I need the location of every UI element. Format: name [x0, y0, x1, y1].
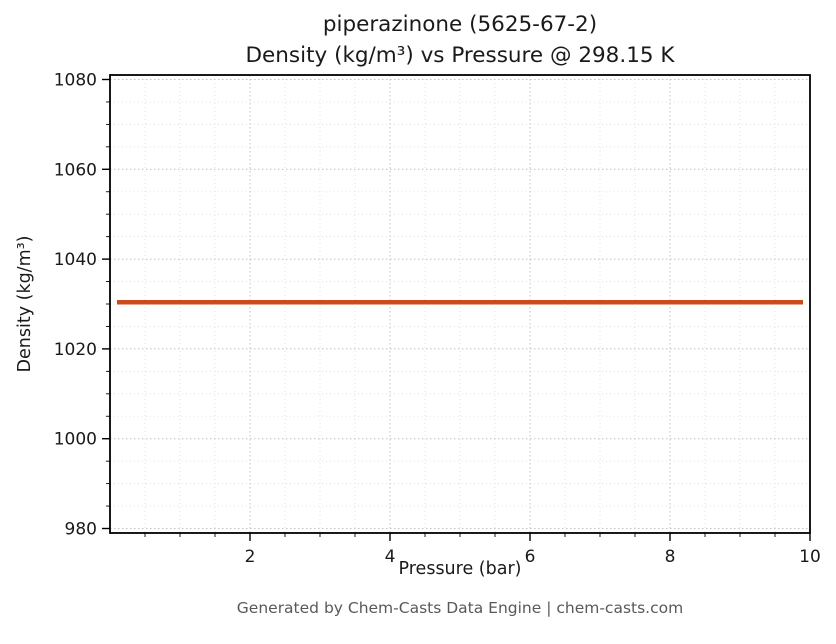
- x-tick-label: 8: [665, 547, 676, 567]
- y-tick-label: 1000: [54, 430, 97, 450]
- x-tick-label: 10: [799, 547, 821, 567]
- y-tick-label: 1020: [54, 340, 97, 360]
- y-axis-label: Density (kg/m³): [15, 235, 35, 373]
- x-tick-label: 6: [525, 547, 536, 567]
- x-tick-label: 4: [385, 547, 396, 567]
- y-tick-label: 980: [65, 520, 97, 540]
- y-tick-label: 1080: [54, 70, 97, 90]
- y-tick-label: 1060: [54, 160, 97, 180]
- y-tick-label: 1040: [54, 250, 97, 270]
- footer-credit: Generated by Chem-Casts Data Engine | ch…: [236, 599, 684, 617]
- chart-title: piperazinone (5625-67-2) Density (kg/m³)…: [245, 12, 675, 68]
- x-axis-label: Pressure (bar): [398, 559, 522, 579]
- axes-spines: [109, 74, 811, 534]
- x-tick-label: 2: [245, 547, 256, 567]
